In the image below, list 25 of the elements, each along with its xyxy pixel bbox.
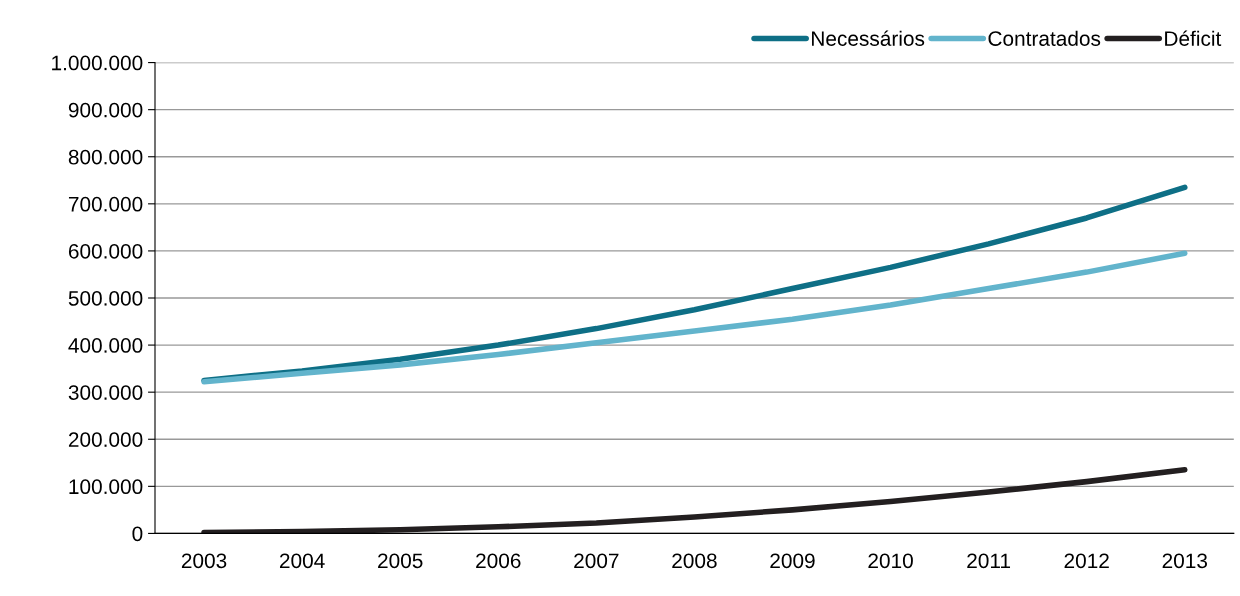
y-tick-label: 1.000.000 <box>52 55 143 71</box>
x-tick-label: 2011 <box>967 553 1011 569</box>
y-tick-label: 300.000 <box>68 385 143 400</box>
x-tick-label: 2004 <box>279 553 325 569</box>
legend-label: Déficit <box>1165 30 1222 46</box>
x-tick-label: 2007 <box>574 553 619 569</box>
y-tick-label: 700.000 <box>68 196 143 212</box>
x-tick-label: 2006 <box>476 553 521 569</box>
y-tick-label: 0 <box>132 526 143 542</box>
y-tick-label: 500.000 <box>68 291 143 306</box>
y-tick-label: 600.000 <box>68 243 143 259</box>
x-tick-label: 2008 <box>672 553 717 569</box>
x-tick-label: 2009 <box>770 553 815 569</box>
y-tick-label: 100.000 <box>69 479 143 495</box>
x-tick-label: 2013 <box>1162 553 1208 569</box>
x-tick-label: 2003 <box>181 553 227 569</box>
x-tick-label: 2010 <box>868 553 913 569</box>
x-tick-label: 2012 <box>1064 553 1109 569</box>
legend-label: Contratados <box>988 30 1101 46</box>
y-tick-label: 800.000 <box>68 149 143 165</box>
y-tick-label: 200.000 <box>68 432 143 448</box>
x-tick-label: 2005 <box>378 553 423 569</box>
y-tick-label: 900.000 <box>68 102 143 118</box>
y-tick-label: 400.000 <box>68 338 143 353</box>
legend-label: Necessários <box>812 30 925 46</box>
